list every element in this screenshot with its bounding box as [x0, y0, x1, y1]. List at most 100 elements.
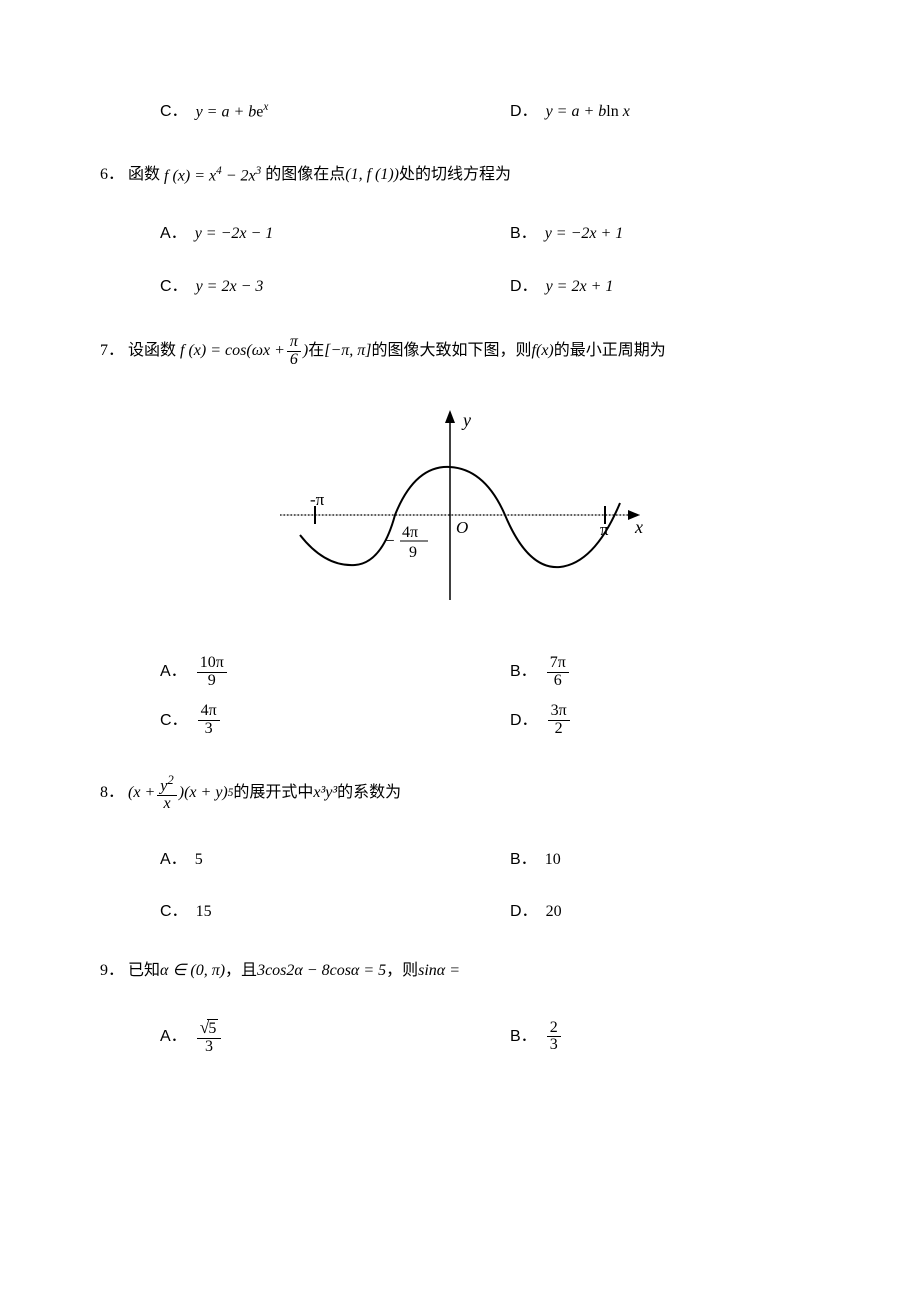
stem-text: ，且: [225, 960, 257, 982]
option-value: 5: [195, 849, 203, 871]
q8-stem: 8． (x + y2 x )(x + y)5 的展开式中 x³y³ 的系数为: [100, 774, 820, 813]
q6-option-c: C． y = 2x − 3: [160, 276, 510, 298]
y-axis-arrow: [445, 410, 455, 423]
formula-text: f (x) = cos(ωx + π 6 ): [176, 334, 308, 369]
q5-option-c: C． y = a + bex: [160, 100, 510, 124]
fraction: 5 3: [197, 1018, 222, 1056]
question-number: 6．: [100, 164, 124, 186]
question-number: 7．: [100, 340, 124, 362]
fraction: 7π 6: [547, 655, 569, 690]
q9-options-ab: A． 5 3 B． 2 3: [160, 1018, 820, 1056]
option-label: C．: [160, 276, 188, 298]
sqrt: 5: [200, 1018, 219, 1038]
option-label: D．: [510, 901, 538, 923]
formula-text: (1, f (1)): [345, 164, 399, 186]
stem-text: 的图像在点: [265, 164, 345, 186]
option-label: B．: [510, 1026, 537, 1048]
option-label: A．: [160, 849, 187, 871]
q8-option-a: A． 5: [160, 849, 510, 871]
q6-stem: 6． 函数 f (x) = x4 − 2x3 的图像在点 (1, f (1)) …: [100, 164, 820, 188]
q6-option-b: B． y = −2x + 1: [510, 223, 820, 245]
q7-graph: y x O -π π − 4π 9: [100, 405, 820, 605]
formula-text: α ∈ (0, π): [160, 960, 225, 982]
stem-text: 函数: [128, 164, 160, 186]
zero-sign: −: [385, 531, 395, 550]
zero-num: 4π: [402, 524, 418, 541]
question-number: 9．: [100, 960, 124, 982]
q5-option-d: D． y = a + bln x: [510, 100, 820, 124]
pi-label: π: [600, 520, 609, 539]
formula-text: (x + y2 x )(x + y)5: [128, 774, 233, 813]
formula-text: y = −2x + 1: [545, 223, 624, 245]
formula-text: y = a + bln x: [546, 101, 630, 123]
q7-stem: 7． 设函数 f (x) = cos(ωx + π 6 ) 在 [−π, π] …: [100, 334, 820, 369]
formula-text: y = −2x − 1: [195, 223, 274, 245]
q7-option-a: A． 10π 9: [160, 655, 510, 690]
stem-text: ，则: [386, 960, 418, 982]
q8-options-cd: C． 15 D． 20: [160, 901, 820, 923]
fraction: 4π 3: [198, 703, 220, 738]
q8-option-d: D． 20: [510, 901, 820, 923]
fraction: 2 3: [547, 1020, 561, 1055]
formula-text: f(x): [532, 340, 554, 362]
formula-text: sinα =: [418, 960, 460, 982]
option-label: D．: [510, 710, 538, 732]
neg-pi-label: -π: [310, 490, 325, 509]
question-9: 9． 已知 α ∈ (0, π) ，且 3cos2α − 8cosα = 5 ，…: [100, 960, 820, 1056]
fraction: 3π 2: [548, 703, 570, 738]
stem-text: 的展开式中: [233, 782, 313, 804]
q6-options-ab: A． y = −2x − 1 B． y = −2x + 1: [160, 223, 820, 245]
q8-option-c: C． 15: [160, 901, 510, 923]
q7-options-cd: C． 4π 3 D． 3π 2: [160, 703, 820, 738]
fraction: 10π 9: [197, 655, 227, 690]
stem-text: 的系数为: [337, 782, 401, 804]
y-label: y: [461, 410, 471, 430]
option-label: D．: [510, 276, 538, 298]
q9-option-a: A． 5 3: [160, 1018, 510, 1056]
option-value: 15: [196, 901, 212, 923]
q7-option-c: C． 4π 3: [160, 703, 510, 738]
stem-text: 设函数: [128, 340, 176, 362]
option-label: A．: [160, 223, 187, 245]
option-label: C．: [160, 101, 188, 123]
q9-stem: 9． 已知 α ∈ (0, π) ，且 3cos2α − 8cosα = 5 ，…: [100, 960, 820, 982]
q6-option-a: A． y = −2x − 1: [160, 223, 510, 245]
question-7: 7． 设函数 f (x) = cos(ωx + π 6 ) 在 [−π, π] …: [100, 334, 820, 738]
option-label: D．: [510, 101, 538, 123]
q6-options-cd: C． y = 2x − 3 D． y = 2x + 1: [160, 276, 820, 298]
q7-option-d: D． 3π 2: [510, 703, 820, 738]
q7-option-b: B． 7π 6: [510, 655, 820, 690]
option-value: 20: [546, 901, 562, 923]
cosine-graph-svg: y x O -π π − 4π 9: [270, 405, 650, 605]
question-number: 8．: [100, 782, 124, 804]
q8-options-ab: A． 5 B． 10: [160, 849, 820, 871]
question-6: 6． 函数 f (x) = x4 − 2x3 的图像在点 (1, f (1)) …: [100, 164, 820, 299]
formula-text: f (x) = x4 − 2x3: [160, 164, 265, 188]
option-value: 10: [545, 849, 561, 871]
stem-text: 在: [308, 340, 324, 362]
q5-options-cd: C． y = a + bex D． y = a + bln x: [160, 100, 820, 124]
option-label: B．: [510, 223, 537, 245]
fraction: y2 x: [157, 774, 177, 813]
x-label: x: [634, 517, 643, 537]
stem-text: 处的切线方程为: [399, 164, 511, 186]
option-label: A．: [160, 661, 187, 683]
formula-text: [−π, π]: [324, 340, 371, 362]
option-label: A．: [160, 1026, 187, 1048]
origin-label: O: [456, 518, 468, 537]
option-label: C．: [160, 710, 188, 732]
q9-option-b: B． 2 3: [510, 1018, 820, 1056]
stem-text: 已知: [128, 960, 160, 982]
option-label: B．: [510, 661, 537, 683]
option-label: B．: [510, 849, 537, 871]
zero-den: 9: [409, 544, 417, 561]
formula-text: y = 2x + 1: [546, 276, 614, 298]
stem-text: 的最小正周期为: [554, 340, 666, 362]
q8-option-b: B． 10: [510, 849, 820, 871]
formula-text: x³y³: [313, 782, 337, 804]
q7-options-ab: A． 10π 9 B． 7π 6: [160, 655, 820, 690]
question-8: 8． (x + y2 x )(x + y)5 的展开式中 x³y³ 的系数为 A…: [100, 774, 820, 924]
fraction: π 6: [287, 334, 301, 369]
q6-option-d: D． y = 2x + 1: [510, 276, 820, 298]
stem-text: 的图像大致如下图，则: [372, 340, 532, 362]
